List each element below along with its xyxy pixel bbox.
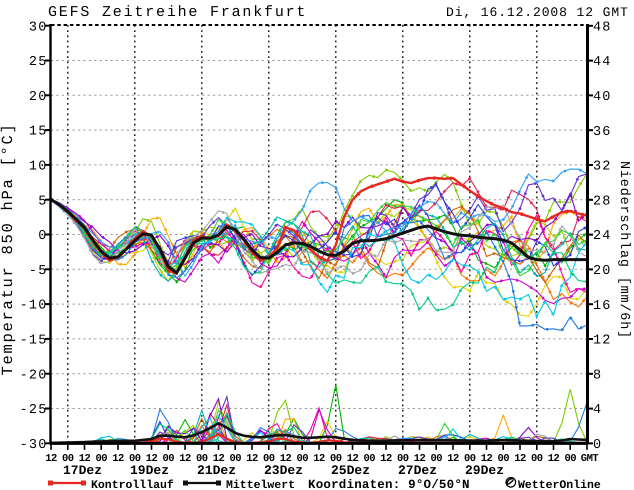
svg-text:-30: -30 xyxy=(20,438,48,453)
svg-text:00: 00 xyxy=(162,453,174,465)
svg-text:15: 15 xyxy=(29,125,48,140)
svg-text:12: 12 xyxy=(146,453,158,465)
svg-text:00: 00 xyxy=(129,453,141,465)
svg-text:17Dez: 17Dez xyxy=(63,463,102,478)
svg-text:36: 36 xyxy=(593,125,612,140)
svg-text:-15: -15 xyxy=(20,334,48,349)
svg-text:20: 20 xyxy=(29,90,48,105)
svg-text:23Dez: 23Dez xyxy=(264,463,303,478)
svg-text:28: 28 xyxy=(593,194,612,209)
svg-text:12: 12 xyxy=(79,453,91,465)
svg-text:00: 00 xyxy=(330,453,342,465)
svg-text:12: 12 xyxy=(347,453,359,465)
svg-text:12: 12 xyxy=(593,334,612,349)
svg-text:00: 00 xyxy=(531,453,543,465)
svg-text:12: 12 xyxy=(481,453,493,465)
svg-text:00: 00 xyxy=(62,453,74,465)
svg-text:GMT: GMT xyxy=(581,453,599,465)
svg-text:20: 20 xyxy=(593,264,612,279)
svg-text:21Dez: 21Dez xyxy=(197,463,236,478)
svg-text:12: 12 xyxy=(447,453,459,465)
svg-text:Koordinaten: 9°O/50°N: Koordinaten: 9°O/50°N xyxy=(308,478,470,490)
svg-text:GEFS Zeitreihe Frankfurt: GEFS Zeitreihe Frankfurt xyxy=(48,4,307,21)
svg-text:24: 24 xyxy=(593,229,612,244)
svg-text:48: 48 xyxy=(593,20,612,35)
svg-text:00: 00 xyxy=(229,453,241,465)
svg-text:44: 44 xyxy=(593,55,612,70)
svg-text:00: 00 xyxy=(497,453,509,465)
svg-text:12: 12 xyxy=(548,453,560,465)
svg-text:10: 10 xyxy=(29,160,48,175)
svg-text:-10: -10 xyxy=(20,299,48,314)
svg-text:0: 0 xyxy=(38,229,47,244)
svg-text:12: 12 xyxy=(280,453,292,465)
svg-text:40: 40 xyxy=(593,90,612,105)
svg-text:Temperatur 850 hPa [°C]: Temperatur 850 hPa [°C] xyxy=(0,122,17,375)
svg-text:25Dez: 25Dez xyxy=(331,463,370,478)
svg-text:00: 00 xyxy=(95,453,107,465)
svg-text:12: 12 xyxy=(313,453,325,465)
svg-text:5: 5 xyxy=(38,194,47,209)
svg-text:00: 00 xyxy=(363,453,375,465)
svg-text:Mittelwert: Mittelwert xyxy=(226,479,295,490)
svg-text:12: 12 xyxy=(246,453,258,465)
svg-text:-25: -25 xyxy=(20,403,48,418)
svg-text:00: 00 xyxy=(430,453,442,465)
svg-text:12: 12 xyxy=(112,453,124,465)
svg-text:12: 12 xyxy=(380,453,392,465)
svg-text:-5: -5 xyxy=(29,264,48,279)
svg-text:4: 4 xyxy=(593,403,602,418)
svg-text:Niederschlag [mm/6h]: Niederschlag [mm/6h] xyxy=(616,161,631,339)
svg-text:12: 12 xyxy=(514,453,526,465)
svg-text:12: 12 xyxy=(179,453,191,465)
svg-text:00: 00 xyxy=(196,453,208,465)
svg-text:0: 0 xyxy=(593,438,602,453)
svg-text:12: 12 xyxy=(414,453,426,465)
svg-text:12: 12 xyxy=(213,453,225,465)
svg-text:00: 00 xyxy=(296,453,308,465)
svg-text:19Dez: 19Dez xyxy=(130,463,169,478)
svg-text:12: 12 xyxy=(45,453,57,465)
svg-text:Di, 16.12.2008 12 GMT: Di, 16.12.2008 12 GMT xyxy=(446,5,629,20)
svg-text:8: 8 xyxy=(593,368,602,383)
svg-text:27Dez: 27Dez xyxy=(398,463,437,478)
svg-text:29Dez: 29Dez xyxy=(465,463,504,478)
svg-text:32: 32 xyxy=(593,160,612,175)
svg-text:00: 00 xyxy=(564,453,576,465)
svg-text:16: 16 xyxy=(593,299,612,314)
svg-text:00: 00 xyxy=(397,453,409,465)
svg-text:25: 25 xyxy=(29,55,48,70)
svg-text:WetterOnline: WetterOnline xyxy=(518,479,601,490)
svg-text:Kontrolllauf: Kontrolllauf xyxy=(91,479,174,490)
svg-text:-20: -20 xyxy=(20,368,48,383)
svg-text:00: 00 xyxy=(464,453,476,465)
svg-text:30: 30 xyxy=(29,20,48,35)
svg-text:00: 00 xyxy=(263,453,275,465)
